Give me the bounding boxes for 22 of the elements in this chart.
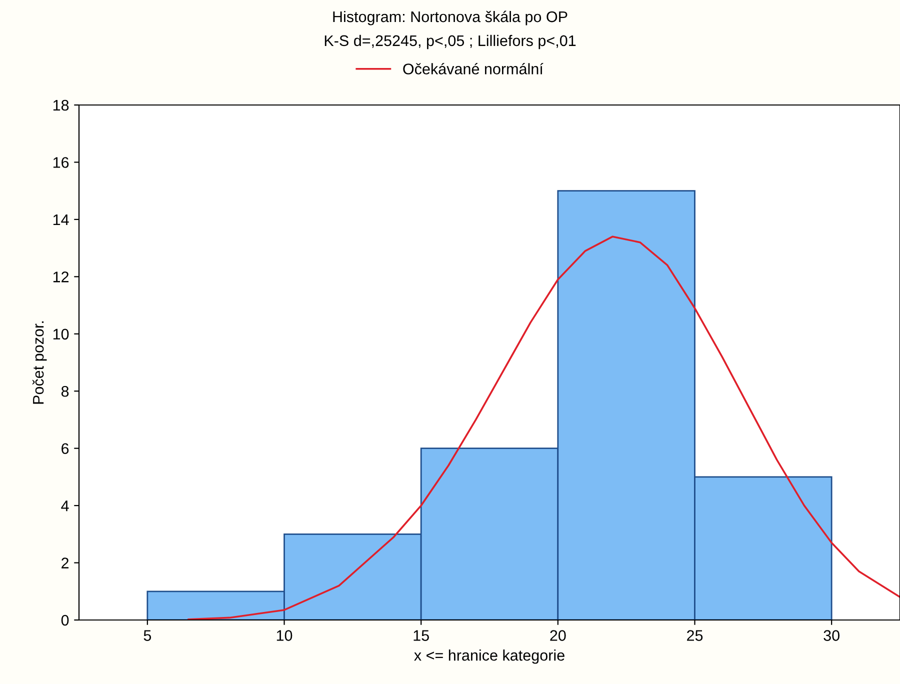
- x-tick-label: 15: [414, 630, 429, 641]
- chart-subtitle: K-S d=,25245, p<,05 ; Lilliefors p<,01: [324, 34, 576, 50]
- y-tick-label: 12: [53, 272, 69, 282]
- x-tick-label: 20: [550, 630, 566, 641]
- x-axis-title: x <= hranice kategorie: [414, 650, 564, 664]
- x-tick-label: 10: [276, 630, 292, 641]
- legend-label: Očekávané normální: [403, 62, 544, 74]
- y-tick-label: 14: [53, 214, 69, 225]
- line-series: [188, 236, 900, 620]
- y-tick-label: 2: [62, 558, 69, 568]
- y-tick-label: 6: [62, 443, 69, 454]
- x-tick-label: 5: [144, 630, 152, 641]
- y-tick-label: 10: [53, 328, 69, 340]
- y-axis-title: Počet pozor.: [32, 321, 47, 404]
- y-tick-label: 18: [53, 100, 69, 111]
- y-tick-label: 16: [53, 157, 69, 168]
- x-tick-label: 25: [687, 630, 703, 641]
- y-tick-label: 0: [61, 614, 69, 626]
- y-tick-label: 8: [61, 386, 69, 397]
- y-tick-label: 4: [61, 500, 69, 512]
- chart-title: Histogram: Nortonova škála po OP: [333, 10, 568, 26]
- x-tick-label: 30: [824, 630, 840, 641]
